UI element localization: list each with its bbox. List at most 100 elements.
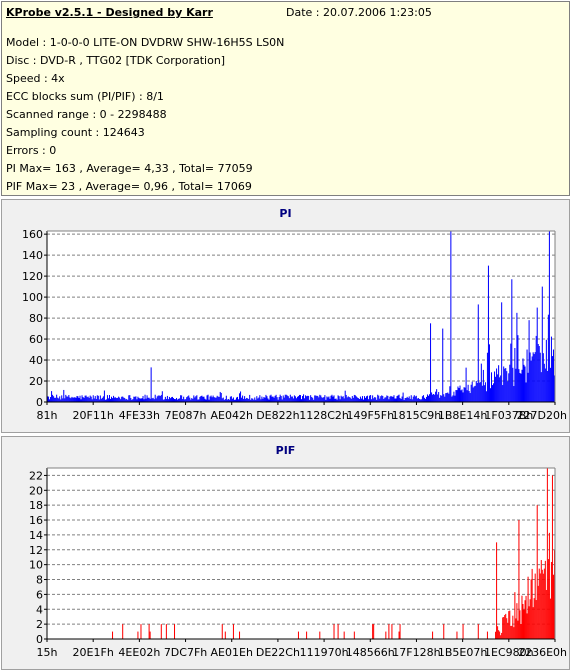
pi-bar <box>262 398 264 402</box>
pi-bar <box>134 396 136 402</box>
pi-bar <box>252 398 254 402</box>
pi-chart: 0 20 40 60 80 100 120 140 160 81h 20F11h 4FE33h 7E08… <box>22 228 567 422</box>
pi-bar <box>187 396 189 402</box>
pi-bar <box>246 397 248 402</box>
pi-bar <box>62 398 64 402</box>
pif-bar <box>372 624 374 639</box>
pi-bar <box>461 389 463 402</box>
pi-bar <box>399 398 401 402</box>
pif-bar <box>319 631 321 639</box>
pif-bar <box>550 561 552 639</box>
pi-bar <box>159 395 161 402</box>
pi-bar <box>354 395 356 402</box>
pif-bar <box>553 550 555 639</box>
pi-bar <box>469 393 471 402</box>
pi-bar <box>180 395 182 402</box>
pi-bar <box>267 398 269 402</box>
pi-bar <box>513 386 515 402</box>
pi-bar <box>428 395 430 402</box>
pi-bar <box>197 399 199 402</box>
pi-bar <box>121 396 123 402</box>
pi-bar <box>242 395 244 402</box>
pi-bar <box>412 396 414 402</box>
pi-bar <box>129 395 131 402</box>
pi-bar <box>472 387 474 402</box>
pif-bar <box>297 631 299 639</box>
pif-bar <box>516 603 518 639</box>
pi-bar <box>309 399 311 402</box>
pi-x-tick-label: AE042h <box>211 409 253 422</box>
pi-bar <box>82 397 84 402</box>
pif-bar <box>539 573 541 639</box>
pi-x-tick-label: 1F037Bh <box>484 409 533 422</box>
pi-bar <box>200 396 202 402</box>
pi-bar <box>454 395 456 402</box>
pi-bar <box>310 395 312 402</box>
pi-bar <box>531 356 533 402</box>
info-ecc-blocks: ECC blocks sum (PI/PIF) : 8/1 <box>6 90 164 103</box>
pi-bar <box>465 367 467 402</box>
pi-bar <box>251 398 253 402</box>
pi-bar <box>479 382 481 402</box>
pi-bar <box>507 381 509 402</box>
pif-bar <box>530 579 532 639</box>
pi-bar <box>125 399 127 402</box>
pi-bar <box>543 363 545 402</box>
pi-bar <box>68 395 70 402</box>
pif-x-tick-label: 148566h <box>346 646 395 659</box>
pi-bar <box>328 396 330 402</box>
pi-bar <box>191 398 193 402</box>
pi-bar <box>235 397 237 402</box>
pi-bar <box>504 368 506 402</box>
pi-bar <box>221 398 223 402</box>
pif-bar <box>399 624 401 639</box>
pi-bar <box>142 396 144 402</box>
pi-bar <box>66 396 68 402</box>
pi-bar <box>303 394 305 402</box>
pi-bar <box>69 397 71 402</box>
pif-x-tick-label: 4EE02h <box>118 646 160 659</box>
pi-bar <box>233 399 235 402</box>
pi-bar <box>293 395 295 402</box>
pif-bar <box>149 631 151 639</box>
pi-bar <box>56 394 58 402</box>
pi-bar <box>436 389 438 402</box>
pi-bar <box>463 387 465 402</box>
pi-bar <box>175 399 177 402</box>
pi-bar <box>177 399 179 402</box>
pif-x-tick-label: 15h <box>37 646 58 659</box>
pi-plot-area <box>47 231 555 402</box>
pi-bar <box>292 398 294 402</box>
pi-bar <box>324 395 326 402</box>
pi-bar <box>130 398 132 402</box>
pi-bar <box>189 397 191 402</box>
pif-bar <box>456 631 458 639</box>
pi-bar <box>102 396 104 402</box>
pi-bar <box>206 395 208 402</box>
pif-x-tick-label: 1EC980h <box>484 646 534 659</box>
pi-bar <box>552 349 554 402</box>
pi-bar <box>375 397 377 402</box>
pi-bar <box>477 304 479 402</box>
pi-bar <box>277 399 279 402</box>
pi-bar <box>278 396 280 402</box>
pi-bar <box>162 399 164 402</box>
pi-bar <box>475 381 477 402</box>
pi-bar <box>270 394 272 402</box>
pi-bar <box>104 399 106 402</box>
pi-bar <box>269 395 271 402</box>
pif-bar <box>306 631 308 639</box>
pi-bar <box>482 369 484 402</box>
pi-bar <box>455 390 457 402</box>
pi-bar <box>317 395 319 402</box>
pi-bar <box>137 396 139 402</box>
pif-bar <box>540 560 542 639</box>
pif-bar <box>504 615 506 639</box>
pi-bar <box>415 395 417 402</box>
pif-bar <box>512 615 514 639</box>
pi-bar <box>241 397 243 402</box>
pif-bar <box>343 631 345 639</box>
info-disc: Disc : DVD-R , TTG02 [TDK Corporation] <box>6 54 226 67</box>
pif-y-tick-label: 8 <box>36 574 43 587</box>
pi-bar <box>312 397 314 402</box>
